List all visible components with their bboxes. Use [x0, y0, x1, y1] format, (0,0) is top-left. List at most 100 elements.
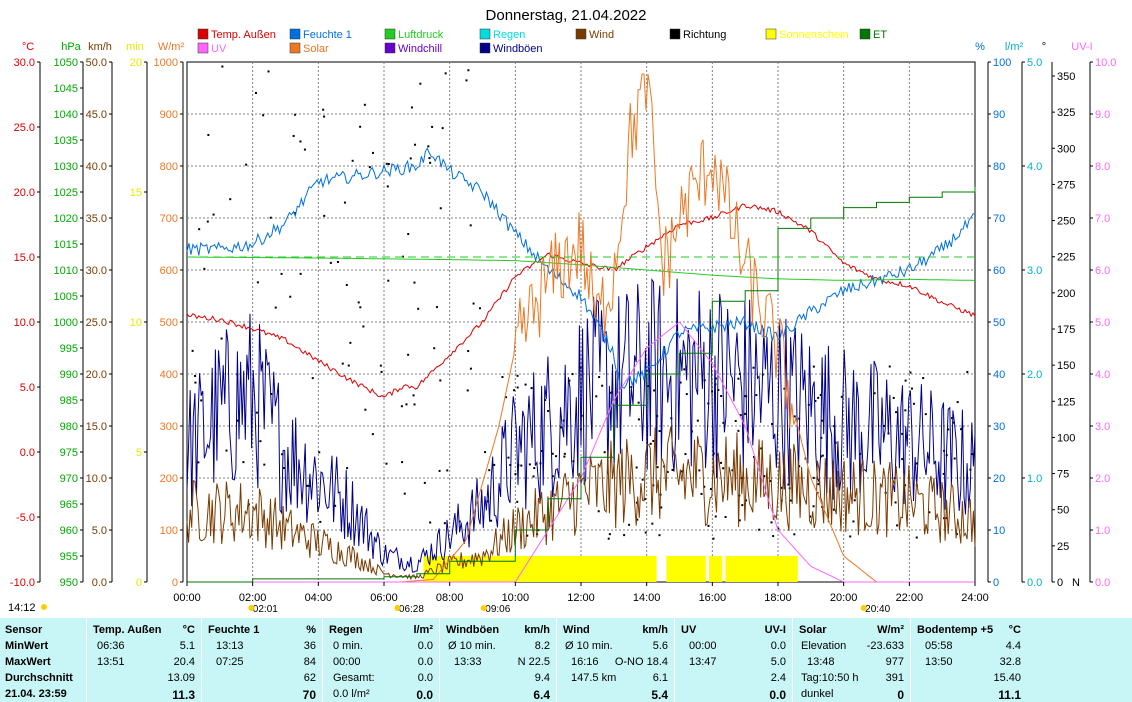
direction-dot	[658, 534, 661, 537]
direction-dot	[357, 301, 360, 304]
uv-r2b: 5.0	[770, 656, 786, 668]
direction-dot	[901, 432, 904, 435]
temp-avg: 13.09	[167, 672, 195, 684]
direction-dot	[652, 439, 655, 442]
right-axis-tick-label: 4.0	[1095, 369, 1110, 381]
legend-swatch	[197, 42, 209, 54]
direction-dot	[666, 470, 669, 473]
left-axis-tick-label: 35.0	[86, 213, 107, 225]
direction-dot	[516, 386, 519, 389]
direction-dot	[294, 113, 297, 116]
rain-r3a: Gesamt:	[333, 672, 375, 684]
direction-dot	[351, 159, 354, 162]
left-axis-tick-label: 1000	[154, 57, 178, 69]
direction-dot	[292, 134, 295, 137]
marker-time: 20:40	[865, 604, 890, 615]
left-axis-tick-label: 600	[160, 265, 178, 277]
wind-r3b: 6.1	[652, 672, 668, 684]
right-axis-tick-label: 0	[1057, 577, 1063, 589]
direction-dot	[380, 370, 383, 373]
x-tick-label: 02:00	[239, 592, 267, 604]
right-axis-tick-label: 325	[1057, 107, 1075, 119]
right-axis-tick-label: 5.0	[1027, 57, 1042, 69]
gust-last: 6.4	[533, 688, 550, 702]
direction-dot	[198, 228, 201, 231]
solar-r2a: 13:48	[807, 656, 835, 668]
direction-dot	[528, 463, 531, 466]
direction-dot	[745, 499, 748, 502]
direction-dot	[821, 454, 824, 457]
direction-dot	[509, 463, 512, 466]
left-axis-tick-label: 200	[160, 473, 178, 485]
left-axis-tick-label: 10	[130, 317, 142, 329]
right-axis-tick-label: 90	[993, 109, 1005, 121]
direction-dot	[637, 401, 640, 404]
direction-dot	[722, 421, 725, 424]
legend-swatch	[289, 28, 301, 40]
direction-dot	[259, 440, 262, 443]
col-solar: Solar W/m² Elevation -23.633 13:48 977 T…	[793, 618, 911, 702]
direction-dot	[698, 469, 701, 472]
direction-dot	[793, 415, 796, 418]
direction-dot	[203, 267, 206, 270]
direction-dot	[873, 392, 876, 395]
left-axis-tick-label: 50.0	[86, 57, 107, 69]
direction-dot	[712, 537, 715, 540]
direction-dot	[551, 475, 554, 478]
marker-time: 06:28	[399, 604, 424, 615]
direction-dot	[598, 376, 601, 379]
left-axis-tick-label: 100	[160, 525, 178, 537]
direction-dot	[680, 470, 683, 473]
direction-dot	[952, 421, 955, 424]
solar-r4a: dunkel	[801, 688, 834, 700]
direction-dot	[478, 307, 481, 310]
direction-dot	[346, 467, 349, 470]
direction-dot	[544, 399, 547, 402]
direction-dot	[821, 419, 824, 422]
direction-dot	[458, 520, 461, 523]
legend-swatch	[479, 28, 491, 40]
sunshine-block	[666, 556, 706, 582]
gust-unit: km/h	[524, 624, 550, 636]
direction-dot	[254, 91, 257, 94]
chart-title: Donnerstag, 21.04.2022	[486, 7, 647, 24]
left-axis-unit: km/h	[88, 41, 112, 53]
x-tick-label: 04:00	[305, 592, 333, 604]
legend-label: Windböen	[493, 43, 543, 55]
direction-dot	[513, 389, 516, 392]
direction-dot	[472, 302, 475, 305]
left-axis-tick-label: 40.0	[86, 161, 107, 173]
rain-r3b: 0.0	[417, 672, 433, 684]
left-axis-tick-label: 1025	[54, 187, 78, 199]
left-axis-tick-label: 950	[60, 577, 78, 589]
direction-dot	[403, 492, 406, 495]
left-axis-tick-label: 990	[60, 369, 78, 381]
direction-dot	[443, 522, 446, 525]
direction-dot	[653, 389, 656, 392]
direction-dot	[685, 365, 688, 368]
direction-dot	[700, 492, 703, 495]
direction-dot	[656, 466, 659, 469]
uv-r1a: 00:00	[689, 640, 717, 652]
legend-label: Sonnenschein	[779, 29, 849, 41]
direction-dot	[323, 214, 326, 217]
direction-dot	[359, 306, 362, 309]
right-axis-tick-label: 100	[993, 57, 1011, 69]
x-tick-label: 10:00	[502, 592, 530, 604]
direction-dot	[819, 393, 822, 396]
col-gusts: Windböen km/h Ø 10 min. 8.2 13:33 N 22.5…	[440, 618, 557, 702]
direction-dot	[501, 376, 504, 379]
x-tick-label: 18:00	[764, 592, 792, 604]
direction-dot	[289, 295, 292, 298]
direction-dot	[789, 499, 792, 502]
x-tick-label: 06:00	[370, 592, 398, 604]
right-axis-tick-label: 225	[1057, 252, 1075, 264]
left-axis-unit: hPa	[61, 41, 81, 53]
hum-last: 70	[302, 688, 316, 702]
direction-dot	[229, 198, 232, 201]
x-tick-label: 12:00	[567, 592, 595, 604]
direction-dot	[922, 377, 925, 380]
direction-dot	[696, 419, 699, 422]
sunshine-block	[709, 556, 723, 582]
temp-max: 20.4	[173, 656, 195, 668]
